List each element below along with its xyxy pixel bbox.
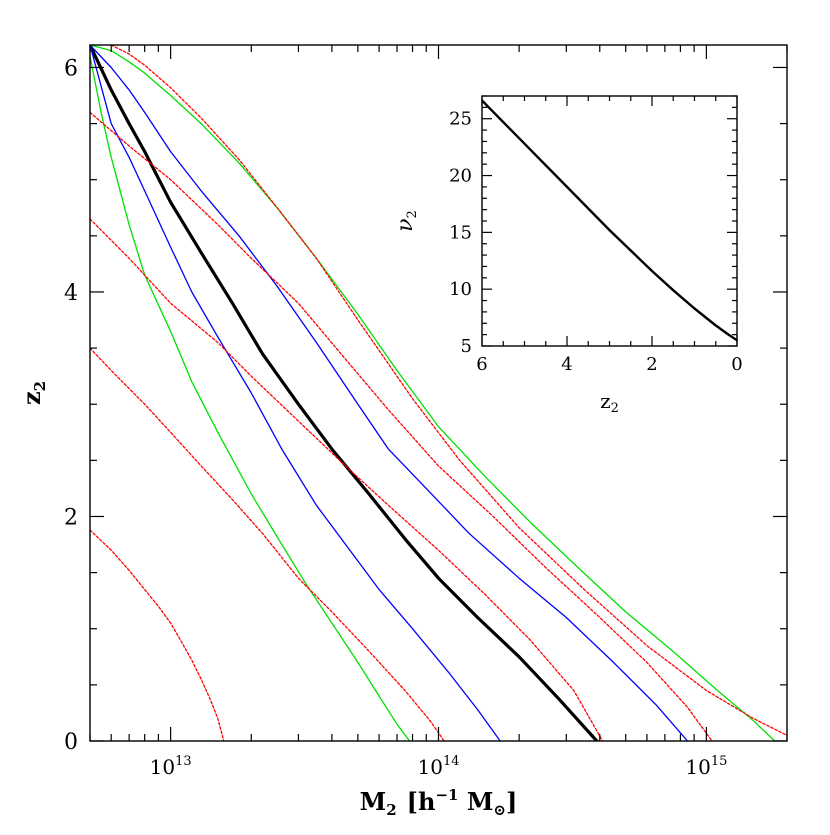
series-line-blue-2 (90, 45, 689, 741)
series-line-green-3 (90, 55, 411, 741)
inset-series-group (482, 99, 737, 342)
series-line-blue-1 (90, 45, 501, 741)
y-tick-label: 6 (64, 56, 78, 81)
series-line-red-8 (90, 111, 713, 741)
x-tick-label-exponent: 14 (443, 754, 460, 769)
y-tick-label: 2 (64, 505, 78, 530)
inset-y-axis-label-main: ν (393, 218, 418, 231)
y-axis-label-sub: 2 (31, 381, 49, 391)
inset-x-tick-label: 2 (646, 354, 657, 375)
x-tick-label-exponent: 15 (711, 754, 728, 769)
inset-x-axis-label-sub: 2 (611, 401, 619, 416)
x-axis-label-units2: M (458, 787, 493, 816)
inset-y-tick-label: 20 (449, 166, 472, 187)
series-line-red-5 (90, 529, 225, 741)
inset-series-line-0 (482, 99, 737, 342)
x-tick-label-base: 10 (150, 755, 175, 779)
series-line-red-6 (90, 347, 445, 741)
inset-x-tick-label: 0 (731, 354, 742, 375)
inset-y-tick-label: 25 (449, 109, 472, 130)
x-axis-label-exp: −1 (435, 786, 458, 804)
inset-x-tick-label: 6 (476, 354, 487, 375)
x-tick-label-base: 10 (685, 755, 710, 779)
inset-y-tick-label: 15 (449, 222, 472, 243)
x-axis-label-close: ] (506, 787, 517, 816)
x-axis-label-sub: 2 (386, 801, 396, 819)
inset-y-axis-label-sub: 2 (405, 210, 420, 218)
inset-y-axis-label: ν2 (393, 210, 420, 232)
series-line-black-0 (90, 45, 599, 741)
inset-x-axis-label: z2 (600, 389, 619, 416)
x-tick-label: 1013 (150, 754, 192, 779)
y-tick-label: 4 (64, 281, 78, 306)
x-axis-label-main: M (360, 787, 387, 816)
inset-background (482, 96, 737, 346)
x-tick-label: 1014 (418, 754, 460, 779)
y-axis-label: z2 (17, 381, 49, 405)
series-line-red-9 (110, 45, 787, 737)
x-tick-label: 1015 (685, 754, 727, 779)
y-axis-label-main: z (17, 391, 46, 405)
x-axis-label-units: [h (407, 787, 436, 816)
main-series-group (90, 45, 787, 741)
inset-x-tick-label: 4 (561, 354, 572, 375)
inset-x-axis-label-main: z (600, 389, 611, 413)
series-line-red-7 (90, 218, 604, 741)
inset-y-tick-label: 10 (449, 279, 472, 300)
y-tick-label: 0 (64, 730, 78, 755)
inset-y-tick-label: 5 (461, 336, 472, 357)
x-tick-label-base: 10 (418, 755, 443, 779)
x-tick-label-exponent: 13 (175, 754, 192, 769)
series-line-green-4 (90, 45, 776, 741)
x-axis-label-sun: ⊙ (493, 801, 506, 819)
x-axis-label: M2 [h−1 M⊙] (360, 786, 518, 819)
